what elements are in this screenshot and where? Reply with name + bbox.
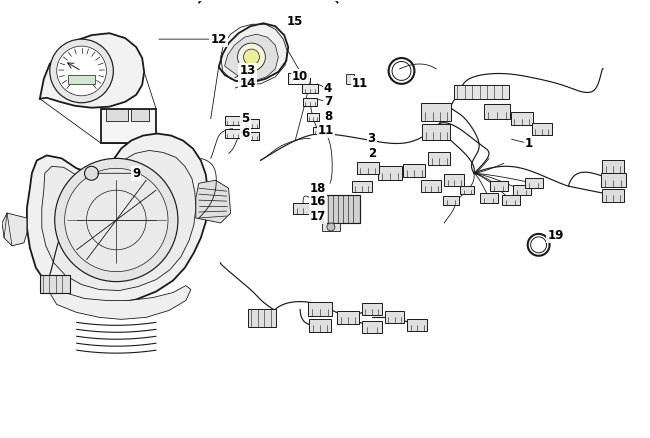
Bar xyxy=(525,178,543,188)
Text: 7: 7 xyxy=(324,95,332,108)
Bar xyxy=(532,123,552,134)
Bar xyxy=(313,127,323,134)
Text: 10: 10 xyxy=(292,71,308,83)
Bar xyxy=(454,85,509,99)
Text: 14: 14 xyxy=(239,78,255,90)
Text: 1: 1 xyxy=(525,137,533,150)
Bar xyxy=(303,98,317,106)
Polygon shape xyxy=(196,180,231,223)
Polygon shape xyxy=(225,34,278,81)
Text: 2: 2 xyxy=(368,147,376,160)
Bar xyxy=(308,303,332,316)
Bar xyxy=(444,174,464,186)
Bar xyxy=(480,193,498,203)
Text: 8: 8 xyxy=(324,110,332,123)
Polygon shape xyxy=(27,134,208,304)
Circle shape xyxy=(50,39,113,103)
Bar xyxy=(460,186,474,194)
Bar xyxy=(293,203,313,214)
Polygon shape xyxy=(40,33,144,108)
Bar xyxy=(603,160,624,173)
Bar xyxy=(443,196,459,205)
Bar xyxy=(357,162,379,174)
Bar xyxy=(309,319,331,332)
Polygon shape xyxy=(47,286,191,319)
Text: 18: 18 xyxy=(310,182,326,195)
Text: 5: 5 xyxy=(241,112,250,125)
Bar xyxy=(131,109,149,120)
Text: 13: 13 xyxy=(239,64,255,78)
Bar xyxy=(322,223,340,231)
Bar xyxy=(378,166,402,180)
Text: 17: 17 xyxy=(310,209,326,223)
Bar xyxy=(511,112,532,125)
Circle shape xyxy=(327,223,335,231)
Bar xyxy=(601,173,625,187)
Text: 9: 9 xyxy=(132,167,140,180)
Bar xyxy=(513,185,530,195)
Bar xyxy=(421,180,441,192)
Bar xyxy=(302,85,318,93)
Bar xyxy=(68,75,96,84)
Text: 12: 12 xyxy=(211,33,227,46)
Bar xyxy=(352,181,372,192)
Bar xyxy=(246,131,259,140)
Bar xyxy=(422,124,450,140)
Bar xyxy=(225,129,240,138)
Text: 16: 16 xyxy=(310,194,326,208)
Text: 4: 4 xyxy=(324,82,332,95)
Bar xyxy=(490,181,508,191)
Circle shape xyxy=(237,43,265,71)
Circle shape xyxy=(84,166,98,180)
Text: 15: 15 xyxy=(287,15,304,28)
Bar xyxy=(337,311,359,324)
Bar xyxy=(404,164,425,177)
Bar xyxy=(307,113,319,120)
Bar xyxy=(484,104,510,119)
Bar xyxy=(288,74,308,85)
Text: 19: 19 xyxy=(547,230,564,242)
Circle shape xyxy=(55,159,178,282)
Text: 3: 3 xyxy=(368,132,376,145)
Bar xyxy=(225,116,240,125)
Polygon shape xyxy=(218,23,288,83)
Polygon shape xyxy=(2,213,27,246)
Text: 11: 11 xyxy=(318,124,334,137)
Bar xyxy=(246,119,259,128)
Polygon shape xyxy=(42,150,196,290)
Bar xyxy=(248,309,276,327)
Bar xyxy=(362,304,382,315)
Bar xyxy=(428,152,450,165)
Bar xyxy=(322,195,360,223)
Bar xyxy=(385,311,404,323)
Bar xyxy=(502,195,520,205)
Bar xyxy=(421,103,451,120)
Bar xyxy=(408,319,427,331)
Bar xyxy=(107,109,128,120)
Bar xyxy=(603,189,624,201)
Polygon shape xyxy=(101,109,156,144)
Bar xyxy=(346,74,354,84)
Text: 11: 11 xyxy=(352,78,368,90)
Bar xyxy=(362,321,382,333)
Text: 6: 6 xyxy=(241,127,250,140)
Circle shape xyxy=(64,168,168,272)
Bar xyxy=(40,275,70,293)
Circle shape xyxy=(57,46,107,96)
Circle shape xyxy=(244,49,259,65)
